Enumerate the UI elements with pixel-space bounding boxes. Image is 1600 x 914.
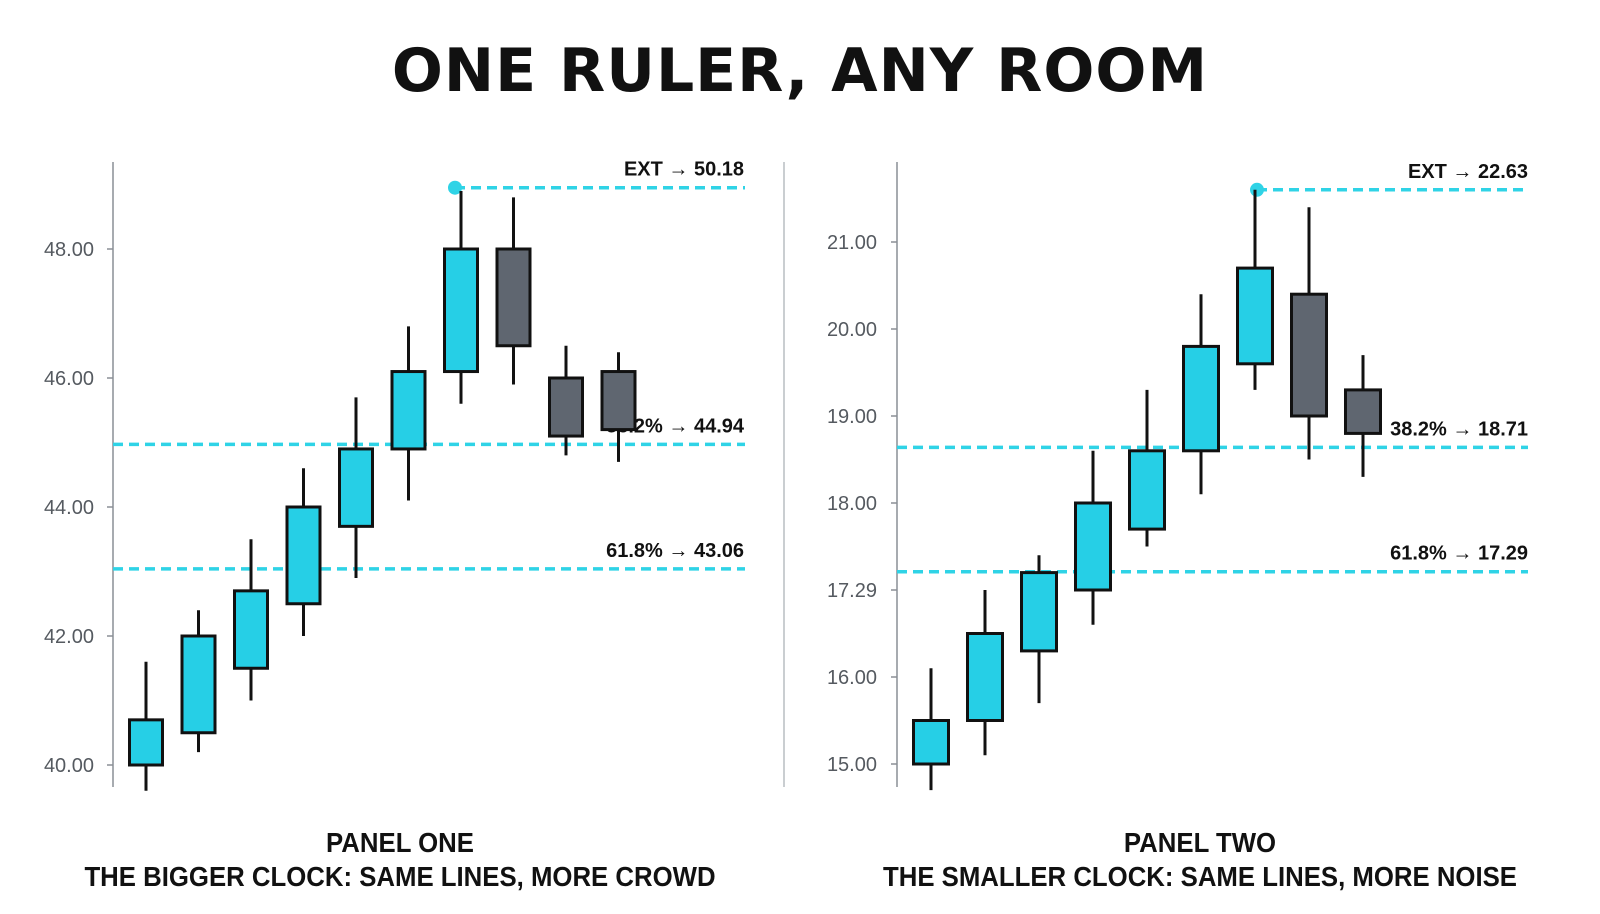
panel-two-candle (1236, 189, 1274, 390)
panel-two-caption-subtitle: THE SMALLER CLOCK: SAME LINES, MORE NOIS… (882, 861, 1517, 892)
panel-one-chart: 40.00 42.00 44.00 46.00 48.00 EXT → 50.18 38.2… (44, 159, 785, 791)
candle-body (338, 447, 374, 528)
candle-body (390, 370, 427, 451)
panel-one-level-label: EXT → 50.18 (624, 159, 744, 181)
candle-body (128, 718, 164, 767)
candle-body (495, 247, 532, 348)
candle-body (1344, 388, 1382, 435)
panel-one-caption-subtitle: THE BIGGER CLOCK: SAME LINES, MORE CROWD (84, 861, 716, 892)
panel-two-candle (1128, 389, 1166, 547)
candle-body (966, 632, 1004, 722)
panel-two-candle (1290, 207, 1328, 460)
panel-one-ext-dot (448, 180, 462, 195)
panel-one-y-tick-label: 48.00 (44, 239, 94, 261)
candle-body (443, 247, 479, 374)
candle-body (1020, 571, 1058, 653)
panel-one-y-tick-label: 46.00 (44, 368, 94, 390)
panel-one-candle (128, 661, 164, 791)
panel-two-candle (1344, 355, 1382, 477)
candle-body (233, 589, 269, 670)
panel-two-y-tick-label: 16.00 (827, 667, 877, 689)
panel-two-candle (912, 668, 950, 791)
candle-body (1236, 266, 1274, 366)
panel-one-candle (180, 610, 217, 753)
panel-two-y-tick-label: 20.00 (827, 319, 877, 341)
panel-two-chart: 15.00 16.00 17.29 18.00 19.00 20.00 21.00 EXT →… (827, 161, 1528, 791)
panel-two-caption: PANEL TWO THE SMALLER CLOCK: SAME LINES,… (832, 826, 1568, 894)
panel-one-candle (233, 539, 269, 701)
panel-one-caption-title: PANEL ONE (326, 827, 474, 858)
panel-one-level-label: 61.8% → 43.06 (606, 540, 744, 562)
candle-body (912, 719, 950, 766)
panel-one-candle (443, 190, 479, 404)
panel-one-candle (285, 468, 322, 636)
panel-two-candle (1182, 294, 1220, 495)
panel-two-caption-title: PANEL TWO (1123, 827, 1277, 858)
candle-body (1290, 292, 1328, 418)
panel-two-candle (1074, 450, 1112, 625)
candle-body (600, 370, 637, 432)
panel-two-candle (966, 590, 1004, 756)
panel-two-y-tick-label: 19.00 (827, 406, 877, 428)
panel-one-level-label: 38.2% → 44.94 (606, 415, 745, 437)
panel-one-y-tick-label: 42.00 (44, 626, 94, 648)
panel-one-caption: PANEL ONE THE BIGGER CLOCK: SAME LINES, … (32, 826, 768, 894)
candle-body (285, 505, 322, 606)
panel-two-level-label: 38.2% → 18.71 (1390, 418, 1528, 440)
candle-body (1128, 449, 1166, 531)
candle-body (548, 376, 584, 438)
panel-one-candle (495, 197, 532, 385)
panel-two-candle (1020, 555, 1058, 704)
candle-body (1182, 344, 1220, 453)
panel-two-ext-dot (1250, 182, 1264, 197)
panel-one-y-tick-label: 40.00 (44, 755, 94, 777)
panel-two-y-tick-label: 18.00 (827, 493, 877, 515)
panel-two-level-label: EXT → 22.63 (1408, 161, 1528, 183)
panel-one-y-tick-label: 44.00 (44, 497, 94, 519)
panel-two-level-label: 61.8% → 17.29 (1390, 543, 1528, 565)
panel-two-y-tick-label: 17.29 (827, 580, 877, 602)
panel-one-candle (390, 326, 427, 501)
panel-one-candle (548, 345, 584, 456)
candle-body (1074, 501, 1112, 592)
panel-two-y-tick-label: 15.00 (827, 754, 877, 776)
page-title: ONE RULER, ANY ROOM (391, 36, 1209, 106)
candle-body (180, 634, 217, 735)
panel-two-y-tick-label: 21.00 (827, 232, 877, 254)
panel-one-candle (338, 397, 374, 578)
panel-one-candle (600, 352, 637, 462)
